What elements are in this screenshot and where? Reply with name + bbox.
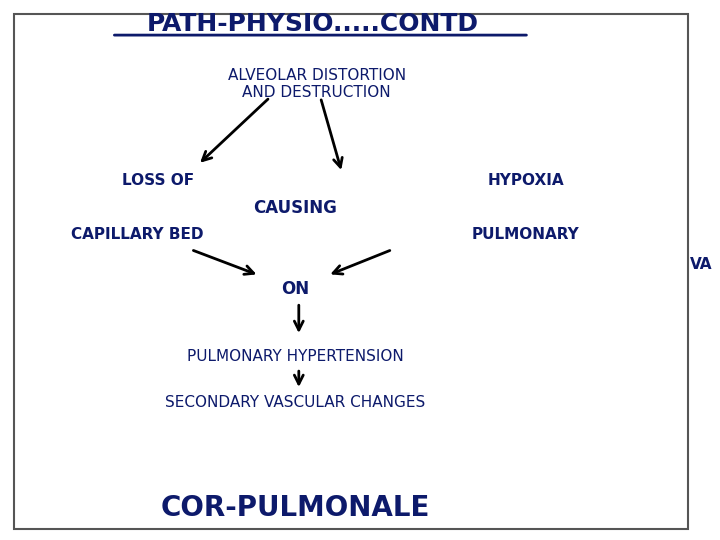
Text: ON: ON <box>281 280 310 298</box>
Text: PULMONARY: PULMONARY <box>472 227 580 242</box>
Text: ALVEOLAR DISTORTION
AND DESTRUCTION: ALVEOLAR DISTORTION AND DESTRUCTION <box>228 68 406 100</box>
Text: COR-PULMONALE: COR-PULMONALE <box>161 494 430 522</box>
Text: PATH-PHYSIO.....CONTD: PATH-PHYSIO.....CONTD <box>147 12 480 36</box>
Text: SECONDARY VASCULAR CHANGES: SECONDARY VASCULAR CHANGES <box>165 395 426 410</box>
Text: PULMONARY HYPERTENSION: PULMONARY HYPERTENSION <box>186 349 404 364</box>
Text: VA: VA <box>690 257 713 272</box>
Text: LOSS OF: LOSS OF <box>122 173 194 188</box>
Text: CAUSING: CAUSING <box>253 199 337 217</box>
Text: CAPILLARY BED: CAPILLARY BED <box>71 227 203 242</box>
Text: HYPOXIA: HYPOXIA <box>487 173 564 188</box>
